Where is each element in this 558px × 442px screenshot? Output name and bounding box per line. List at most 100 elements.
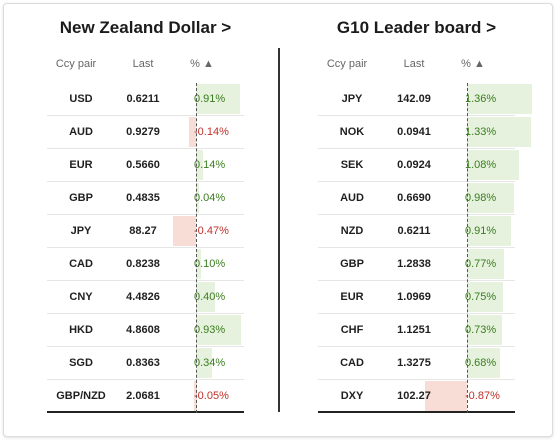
ccy-pair-cell: SGD [69, 357, 93, 369]
last-price-cell: 4.4826 [126, 291, 160, 303]
change-bar [467, 216, 511, 246]
change-bar [193, 381, 197, 411]
pct-change-cell: 0.91% [465, 225, 497, 237]
table-row[interactable]: NZD 0.6211 0.91% [318, 215, 515, 248]
ccy-pair-cell: AUD [340, 192, 364, 204]
panel-divider [278, 48, 280, 412]
ccy-pair-cell: CAD [69, 258, 93, 270]
last-price-cell: 1.2838 [397, 258, 431, 270]
table-row[interactable]: NOK 0.0941 1.33% [318, 116, 531, 149]
change-bar [467, 315, 503, 345]
last-price-cell: 0.0941 [397, 126, 431, 138]
ccy-pair-cell: JPY [341, 93, 363, 105]
change-bar [425, 381, 467, 411]
ccy-pair-cell: USD [69, 93, 93, 105]
change-bar [196, 249, 201, 279]
nzd-panel-title-link[interactable]: New Zealand Dollar > [59, 18, 232, 37]
ccy-pair-cell: AUD [69, 126, 93, 138]
pct-change-cell: 0.10% [194, 258, 226, 270]
change-bar [189, 117, 196, 147]
ccy-pair-cell: DXY [340, 390, 364, 402]
table-row[interactable]: GBP/NZD 2.0681 -0.05% [47, 380, 244, 413]
last-price-cell: 1.0969 [397, 291, 431, 303]
header-ccy-pair[interactable]: Ccy pair [55, 58, 97, 70]
pct-change-cell: 0.75% [465, 291, 497, 303]
ccy-pair-cell: NOK [339, 126, 365, 138]
table-row[interactable]: SEK 0.0924 1.08% [318, 149, 519, 182]
ccy-pair-cell: HKD [69, 324, 93, 336]
last-price-cell: 0.8238 [126, 258, 160, 270]
g10-panel-title-link[interactable]: G10 Leader board > [336, 18, 497, 37]
table-row[interactable]: CNY 4.4826 0.40% [47, 281, 244, 314]
table-row[interactable]: CAD 0.8238 0.10% [47, 248, 244, 281]
change-bar [196, 150, 203, 180]
table-row[interactable]: EUR 0.5660 0.14% [47, 149, 244, 182]
last-price-cell: 0.0924 [397, 159, 431, 171]
ccy-pair-cell: CNY [69, 291, 93, 303]
table-row[interactable]: CHF 1.1251 0.73% [318, 314, 515, 347]
change-bar [196, 348, 213, 378]
pct-change-cell: 0.04% [194, 192, 226, 204]
change-bar [467, 183, 515, 213]
table-row[interactable]: USD 0.6211 0.91% [47, 83, 244, 116]
last-price-cell: 0.6690 [397, 192, 431, 204]
change-bar [467, 249, 504, 279]
pct-change-cell: 0.93% [194, 324, 226, 336]
table-row[interactable]: EUR 1.0969 0.75% [318, 281, 515, 314]
ccy-pair-cell: CAD [340, 357, 364, 369]
change-bar [196, 183, 199, 213]
change-bar [467, 117, 531, 147]
fx-widget-card: New Zealand Dollar > Ccy pair Last % ▲ U… [3, 3, 553, 437]
ccy-pair-cell: CHF [340, 324, 364, 336]
ccy-pair-cell: JPY [70, 225, 92, 237]
table-row[interactable]: JPY 142.09 1.36% [318, 83, 533, 116]
pct-change-cell: 0.77% [465, 258, 497, 270]
table-row[interactable]: SGD 0.8363 0.34% [47, 347, 244, 380]
pct-change-cell: 0.40% [194, 291, 226, 303]
pct-change-cell: -0.05% [194, 390, 229, 402]
last-price-cell: 88.27 [129, 225, 157, 237]
pct-change-cell: 0.68% [465, 357, 497, 369]
change-bar [467, 348, 500, 378]
ccy-pair-cell: NZD [340, 225, 364, 237]
last-price-cell: 0.5660 [126, 159, 160, 171]
ccy-pair-cell: EUR [340, 291, 364, 303]
pct-change-cell: -0.87% [465, 390, 500, 402]
change-bar [196, 84, 240, 114]
pct-change-cell: 1.36% [465, 93, 497, 105]
last-price-cell: 1.1251 [397, 324, 431, 336]
header-ccy-pair[interactable]: Ccy pair [326, 58, 368, 70]
table-row[interactable]: HKD 4.8608 0.93% [47, 314, 244, 347]
change-bar [467, 150, 519, 180]
header-last[interactable]: Last [403, 58, 425, 70]
table-row[interactable]: JPY 88.27 -0.47% [47, 215, 244, 248]
pct-change-cell: 0.14% [194, 159, 226, 171]
ccy-pair-cell: SEK [340, 159, 364, 171]
header-pct-sort[interactable]: % ▲ [190, 58, 214, 70]
table-row[interactable]: CAD 1.3275 0.68% [318, 347, 515, 380]
pct-change-cell: 1.08% [465, 159, 497, 171]
table-row[interactable]: DXY 102.27 -0.87% [318, 380, 515, 413]
change-bar [467, 84, 533, 114]
header-pct-sort[interactable]: % ▲ [461, 58, 485, 70]
pct-change-cell: 0.34% [194, 357, 226, 369]
table-row[interactable]: GBP 0.4835 0.04% [47, 182, 244, 215]
zero-baseline [467, 83, 468, 413]
last-price-cell: 0.8363 [126, 357, 160, 369]
table-row[interactable]: GBP 1.2838 0.77% [318, 248, 515, 281]
g10-table-header: Ccy pair Last % ▲ [318, 58, 515, 76]
change-bar [196, 315, 241, 345]
change-bar [196, 282, 216, 312]
ccy-pair-cell: GBP [340, 258, 364, 270]
last-price-cell: 4.8608 [126, 324, 160, 336]
last-price-cell: 0.6211 [126, 93, 160, 105]
nzd-table-header: Ccy pair Last % ▲ [47, 58, 244, 76]
nzd-table-body: USD 0.6211 0.91% AUD 0.9279 -0.14% EUR 0.5660 0.… [47, 83, 244, 413]
header-last[interactable]: Last [132, 58, 154, 70]
g10-table-body: JPY 142.09 1.36% NOK 0.0941 1.33% SEK 0.0924 1.0… [318, 83, 533, 413]
table-row[interactable]: AUD 0.9279 -0.14% [47, 116, 244, 149]
ccy-pair-cell: EUR [69, 159, 93, 171]
change-bar [467, 282, 503, 312]
last-price-cell: 1.3275 [397, 357, 431, 369]
table-row[interactable]: AUD 0.6690 0.98% [318, 182, 515, 215]
